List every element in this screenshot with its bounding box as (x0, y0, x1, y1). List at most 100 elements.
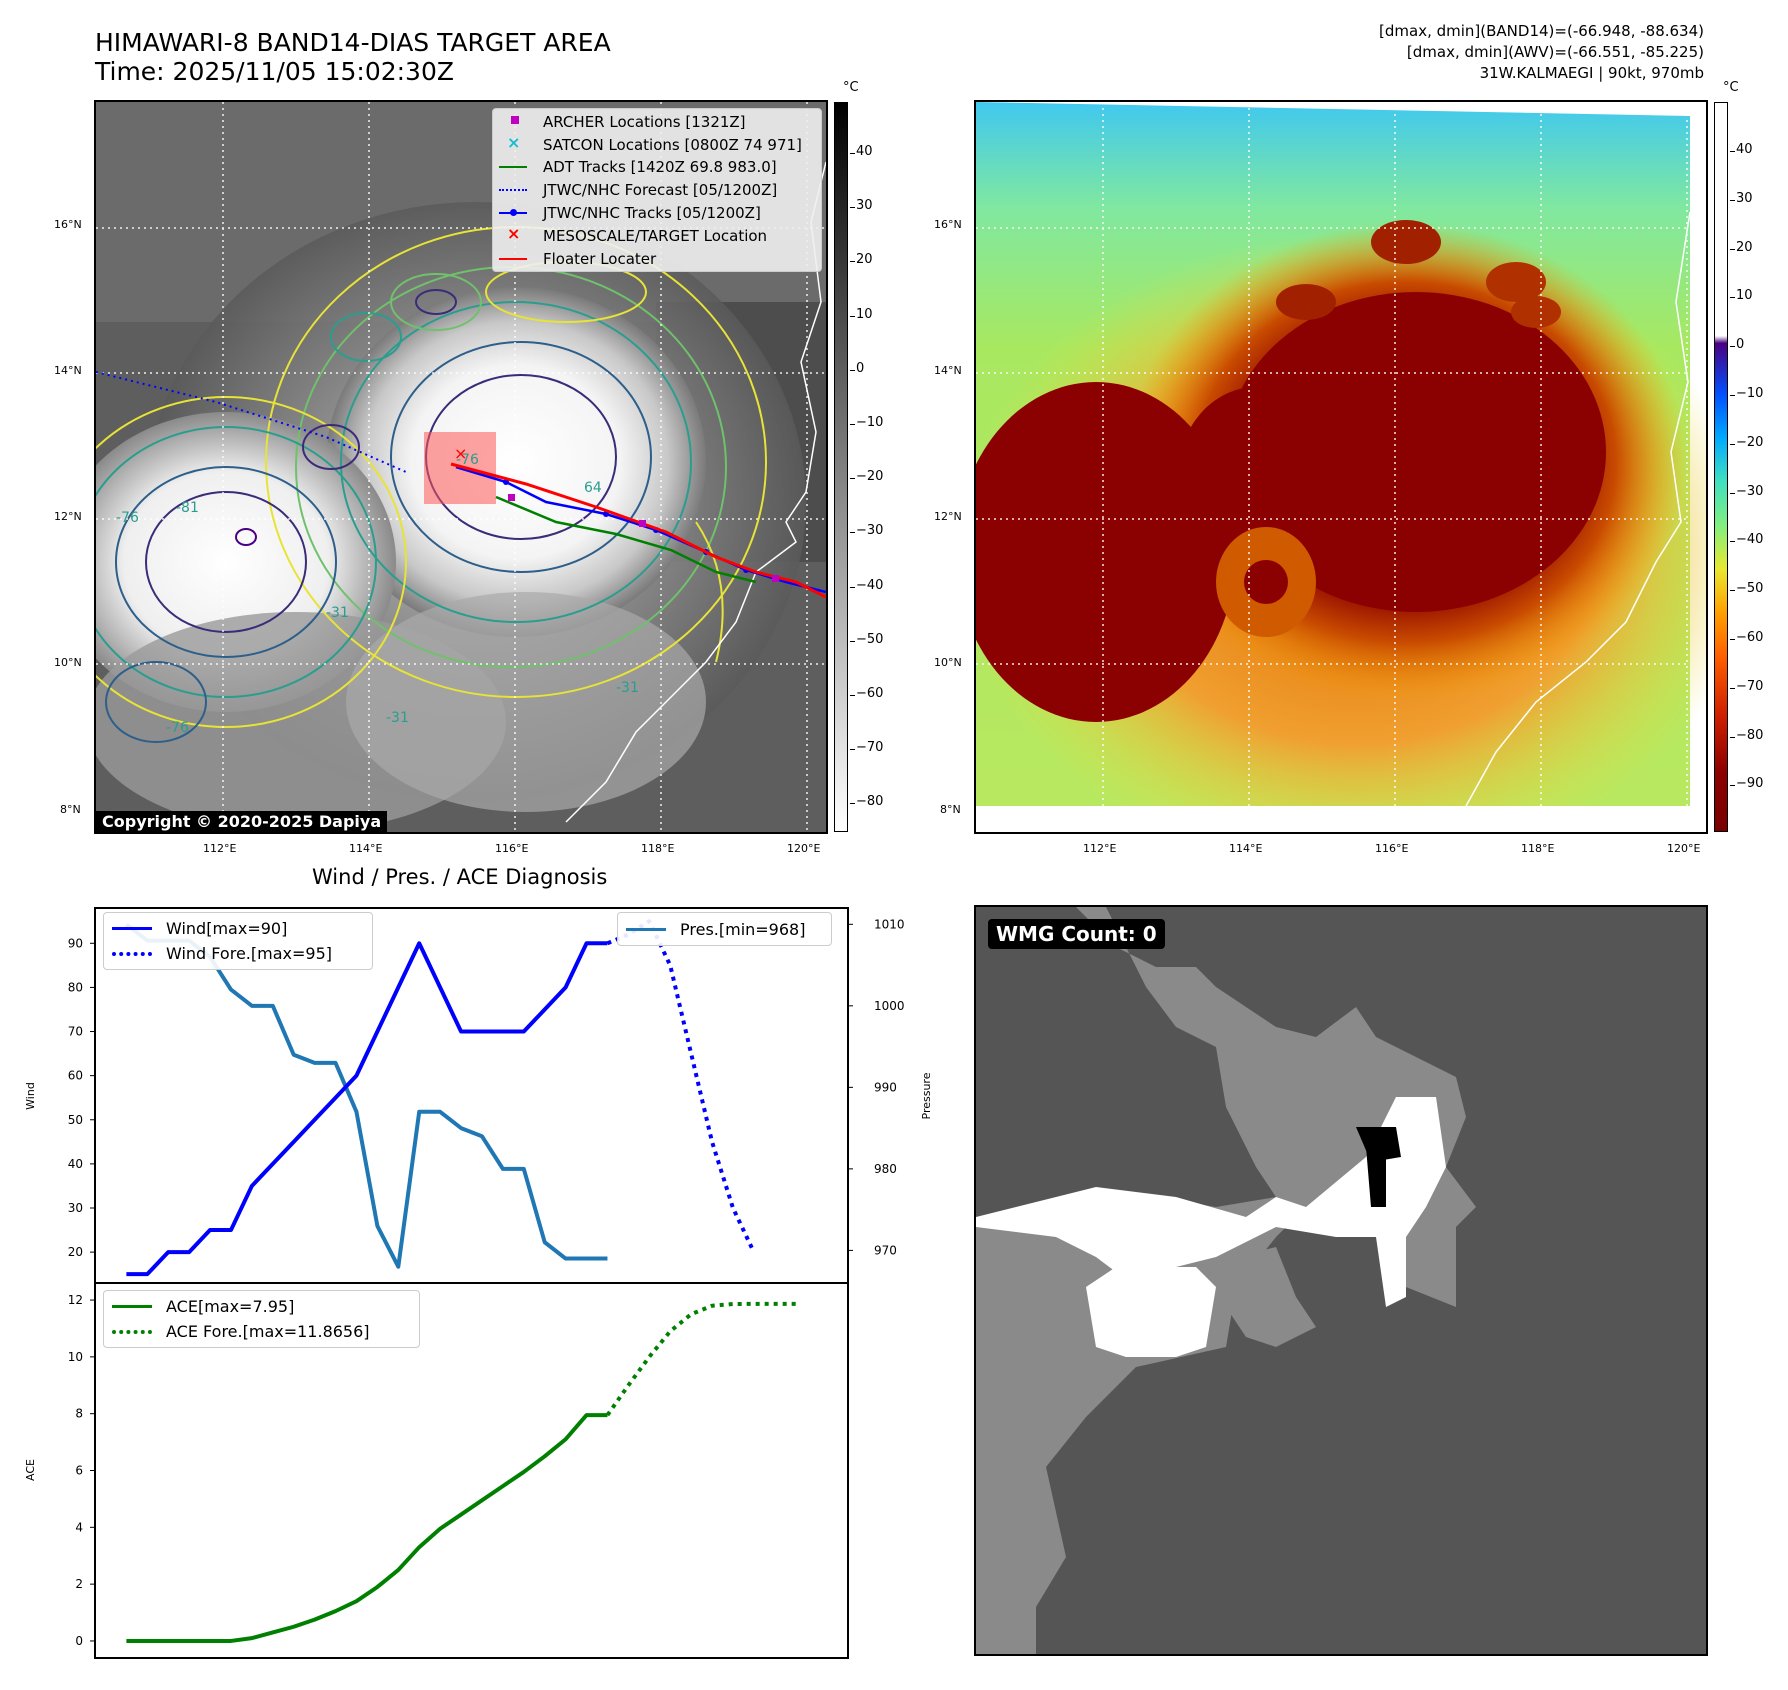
diagnosis-chart: 20 30 40 50 60 70 80 90 970 980 990 1000 1010 0 2 4 6 8 10… (24, 907, 933, 1659)
wind-forecast-line (606, 919, 756, 1253)
awv-map-image (976, 102, 1706, 832)
colorbar-tick-label: −70 (1736, 678, 1764, 694)
dotted-line-icon (112, 952, 152, 956)
colorbar-tick-label: −10 (1736, 386, 1764, 401)
wind-axis-label: Wind (24, 1082, 37, 1110)
colorbar-tick-label: 40 (856, 144, 873, 159)
colorbar-tick-label: 10 (1736, 288, 1753, 304)
colorbar-tick-mark (850, 749, 855, 751)
colorbar-tick-label: 40 (1736, 142, 1753, 157)
wind-legend: Wind[max=90] Wind Fore.[max=95] (103, 912, 373, 970)
pressure-tick-label: 1000 (874, 999, 905, 1013)
contour-label: 64 (584, 480, 602, 496)
lon-label: 114°E (349, 842, 383, 855)
x-marker-icon: × (507, 224, 521, 243)
contour-label: -76 (166, 720, 189, 736)
lon-label: 112°E (203, 842, 237, 855)
colorbar-tick-mark (1730, 443, 1735, 445)
pressure-tick-label: 990 (874, 1080, 897, 1094)
info-storm: 31W.KALMAEGI | 90kt, 970mb (1479, 64, 1704, 82)
ir-map-panel: × -81 -76 -76 64 -31 -31 -31 -76 ARCHER … (94, 100, 828, 834)
map-legend: ARCHER Locations [1321Z] × SATCON Locati… (492, 108, 822, 272)
copyright-label: Copyright © 2020-2025 Dapiya (96, 811, 388, 832)
colorbar-tick-mark (1730, 199, 1735, 201)
colorbar-tick-mark (850, 532, 855, 534)
colorbar-tick-mark (1730, 590, 1735, 592)
colorbar-tick-label: −80 (856, 794, 884, 810)
colorbar-tick-mark (1730, 492, 1735, 494)
colorbar-tick-label: −50 (856, 631, 884, 647)
awv-map-panel (974, 100, 1708, 834)
wmg-panel: WMG Count: 0 (974, 905, 1708, 1656)
colorbar-tick-mark (850, 207, 855, 209)
target-marker: × (454, 444, 467, 463)
wind-tick-label: 40 (68, 1157, 83, 1171)
lat-label: 8°N (60, 803, 81, 816)
square-marker-icon (511, 116, 519, 124)
legend-jtwc-forecast: JTWC/NHC Forecast [05/1200Z] (493, 179, 821, 201)
archer-location (772, 575, 779, 582)
legend-wind-forecast: Wind Fore.[max=95] (104, 942, 372, 964)
colorbar-tick-mark (1730, 395, 1735, 396)
legend-mesoscale: × MESOSCALE/TARGET Location (507, 224, 768, 245)
colorbar-tick-label: −70 (856, 740, 884, 756)
colorbar-tick-label: −90 (1736, 776, 1764, 792)
colorbar-tick-mark (1730, 687, 1735, 689)
jtwc-forecast-track (96, 371, 407, 473)
colorbar-awv (1714, 102, 1728, 832)
info-band14: [dmax, dmin](BAND14)=(-66.948, -88.634) (1379, 22, 1704, 40)
colorbar-tick-label: −60 (856, 686, 884, 701)
figure-title: HIMAWARI-8 BAND14-DIAS TARGET AREA (95, 28, 611, 57)
wind-tick-label: 30 (68, 1201, 83, 1215)
ace-tick-label: 4 (75, 1520, 83, 1534)
lat-label: 16°N (934, 218, 962, 231)
lon-label: 118°E (1521, 842, 1555, 855)
lon-label: 112°E (1083, 842, 1117, 855)
ace-tick-label: 12 (68, 1293, 83, 1307)
line-icon (499, 166, 527, 168)
ace-forecast-line (605, 1301, 796, 1417)
legend-wind: Wind[max=90] (104, 917, 372, 939)
legend-pressure: Pres.[min=968] (618, 918, 831, 940)
colorbar-unit: °C (843, 80, 859, 95)
colorbar-tick-mark (1730, 736, 1735, 738)
lat-label: 12°N (934, 510, 962, 523)
colorbar-tick-label: −20 (856, 469, 884, 485)
figure-time: Time: 2025/11/05 15:02:30Z (95, 57, 454, 86)
colorbar-tick-mark (1730, 639, 1735, 640)
lat-label: 10°N (934, 656, 962, 669)
dotted-line-icon (499, 189, 527, 191)
colorbar-tick-mark (850, 424, 855, 425)
colorbar-tick-mark (850, 261, 855, 263)
pressure-tick-label: 1010 (874, 917, 905, 931)
ace-legend: ACE[max=7.95] ACE Fore.[max=11.8656] (103, 1290, 420, 1348)
colorbar-tick-label: 30 (856, 198, 873, 214)
pressure-tick-label: 980 (874, 1162, 897, 1176)
line-icon (626, 928, 666, 931)
colorbar-tick-label: −40 (856, 577, 884, 593)
colorbar-tick-mark (850, 369, 855, 371)
colorbar-tick-mark (850, 695, 855, 696)
colorbar-tick-mark (1730, 297, 1735, 299)
colorbar-grayscale (834, 102, 848, 832)
colorbar-tick-label: −80 (1736, 727, 1764, 743)
coastline (1465, 211, 1691, 807)
colorbar-tick-label: 0 (856, 360, 865, 376)
line-icon (112, 1305, 152, 1308)
colorbar-tick-label: 0 (1736, 337, 1745, 353)
colorbar-unit: °C (1723, 80, 1739, 95)
colorbar-tick-label: −30 (856, 523, 884, 539)
colorbar-tick-mark (850, 315, 855, 317)
lat-label: 14°N (54, 364, 82, 377)
lat-label: 12°N (54, 510, 82, 523)
floater-locater (450, 462, 826, 599)
colorbar-tick-mark (850, 586, 855, 588)
wind-tick-label: 60 (68, 1069, 83, 1083)
contour-label: -76 (456, 452, 479, 468)
colorbar-tick-mark (850, 478, 855, 480)
legend-ace: ACE[max=7.95] (104, 1295, 419, 1317)
line-icon (112, 927, 152, 930)
wind-tick-label: 20 (68, 1245, 83, 1259)
dotted-line-icon (112, 1330, 152, 1334)
ace-tick-label: 0 (75, 1634, 83, 1648)
